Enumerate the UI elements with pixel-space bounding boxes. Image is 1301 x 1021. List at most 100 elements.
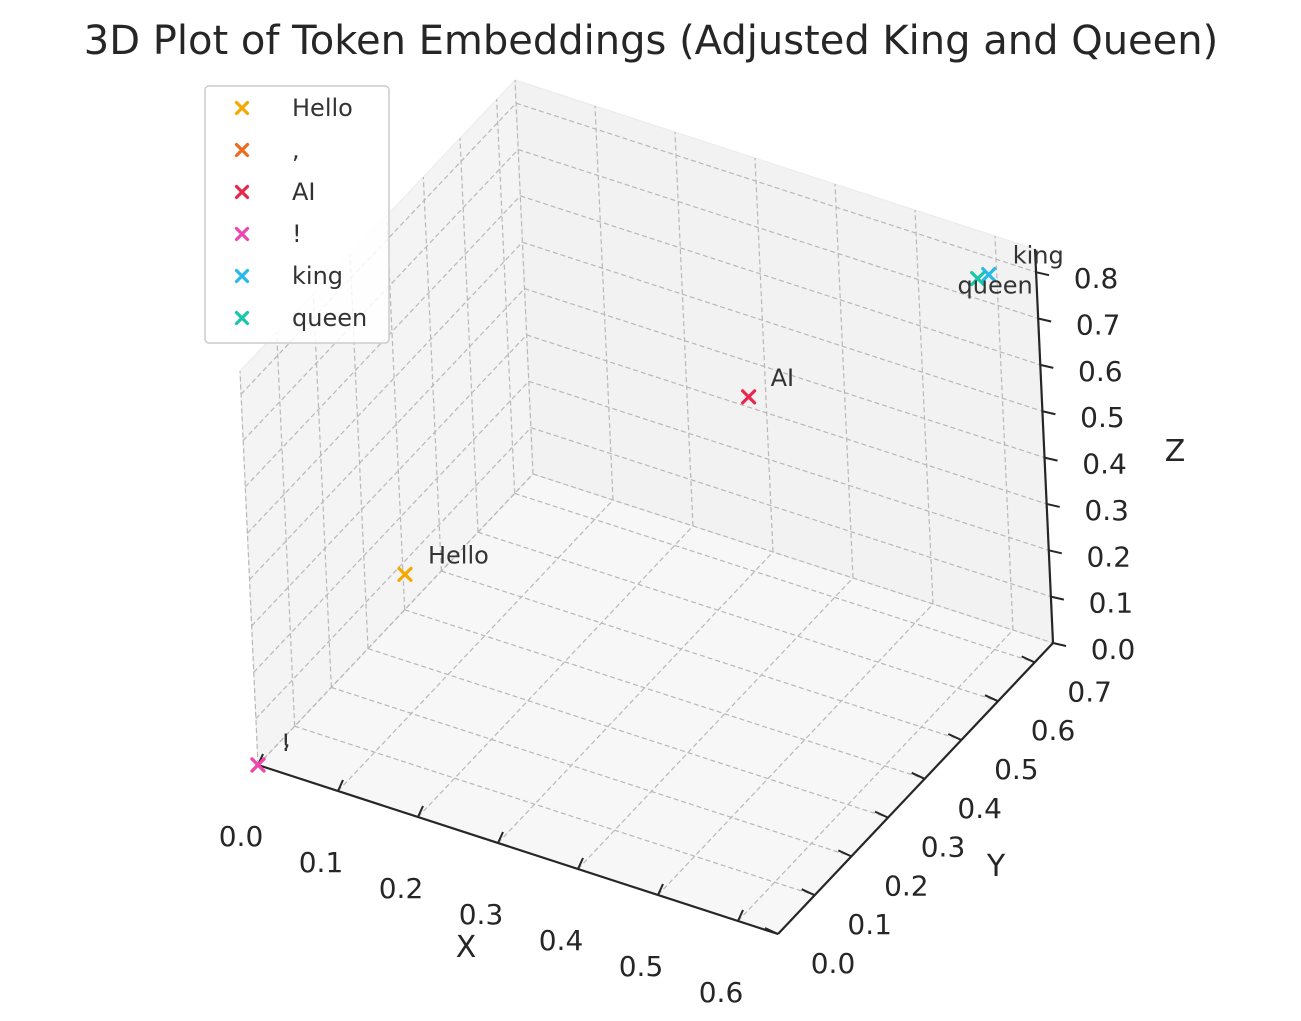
x-tick-mark [737, 909, 744, 922]
point-label-queen: queen [958, 272, 1033, 300]
x-tick-mark [577, 857, 584, 870]
legend-label-Hello: Hello [292, 94, 353, 122]
x-axis-label: X [456, 930, 477, 965]
y-tick-label: 0.7 [1067, 675, 1112, 708]
x-tick-mark [417, 805, 424, 818]
y-tick-label: 0.6 [1031, 714, 1076, 747]
y-tick-label: 0.5 [994, 753, 1039, 786]
y-tick-mark [947, 733, 962, 741]
x-tick-label: 0.3 [459, 898, 504, 931]
gridline-x-back [754, 157, 774, 553]
gridline-y-floor [441, 570, 962, 741]
z-tick-mark [1040, 363, 1054, 369]
gridline-x-back [994, 235, 1014, 631]
gridline-z-side [255, 427, 532, 720]
y-tick-mark [984, 694, 999, 703]
y-tick-mark [911, 771, 926, 780]
data-point-comma [250, 757, 266, 773]
gridline-z-back [522, 241, 1043, 412]
gridline-y-floor [367, 648, 889, 819]
x-tick-mark [657, 883, 664, 896]
legend-marker-comma [234, 142, 250, 158]
x-tick-label: 0.6 [699, 976, 744, 1009]
gridline-z-side [251, 334, 528, 627]
x-axis-line [257, 763, 779, 936]
y-tick-mark [1021, 655, 1036, 664]
data-point-AI [741, 389, 757, 405]
gridline-z-back [528, 380, 1049, 551]
data-point-queen [970, 270, 986, 287]
z-tick-label: 0.5 [1080, 401, 1125, 434]
legend-label-AI: AI [292, 178, 316, 206]
y-tick-label: 0.2 [884, 869, 929, 902]
gridline-z-back [520, 195, 1041, 366]
y-tick-mark [837, 849, 852, 858]
gridline-y-side [312, 293, 332, 688]
y-axis-line [777, 642, 1054, 935]
gridline-y-floor [294, 725, 815, 896]
gridline-y-floor [514, 492, 1035, 663]
tick-labels: 0.0 0.1 0.2 0.3 0.4 0.5 0.6 0.0 0.1 0.2 0.3 0.4 0.5 0… [219, 262, 1136, 1009]
x-tick-label: 0.0 [219, 820, 264, 853]
gridline-y-side [239, 370, 259, 766]
gridline-x-floor [737, 629, 1014, 922]
z-tick-mark [1042, 410, 1056, 416]
gridline-y-side [422, 176, 442, 572]
z-tick-mark [1046, 502, 1060, 508]
y-tick-mark [874, 810, 889, 819]
z-tick-label: 0.4 [1082, 448, 1127, 481]
y-tick-label: 0.1 [847, 908, 892, 941]
gridline-z-back [515, 102, 1037, 273]
gridline-z-back [532, 473, 1054, 644]
gridline-z-back [517, 148, 1039, 320]
axis-lines [257, 248, 1067, 936]
x-tick-label: 0.5 [619, 950, 664, 983]
y-tick-label: 0.0 [811, 947, 856, 980]
legend-label-queen: queen [292, 304, 367, 332]
gridline-x-back [834, 183, 854, 579]
z-tick-label: 0.6 [1078, 355, 1123, 388]
z-tick-mark [1044, 456, 1058, 462]
gridline-x-floor [657, 603, 934, 896]
x-tick-label: 0.4 [539, 924, 584, 957]
x-tick-mark [497, 831, 504, 844]
x-tick-label: 0.1 [299, 846, 344, 879]
chart-title: 3D Plot of Token Embeddings (Adjusted Ki… [84, 18, 1218, 64]
y-tick-label: 0.3 [921, 831, 966, 864]
legend-marker-Hello [234, 100, 250, 116]
gridline-y-side [459, 138, 479, 533]
legend-box [204, 85, 390, 344]
gridline-x-floor [497, 551, 774, 844]
legend-label-king: king [292, 262, 343, 290]
x-tick-mark [337, 779, 344, 792]
x-tick-label: 0.2 [379, 872, 424, 905]
gridline-z-side [257, 473, 534, 766]
z-tick-label: 0.1 [1089, 587, 1134, 620]
z-tick-label: 0.0 [1091, 633, 1136, 666]
legend-marker-comma [234, 226, 250, 242]
z-tick-label: 0.3 [1084, 494, 1129, 527]
gridline-y-side [496, 99, 516, 494]
point-label-king: king [1013, 242, 1064, 270]
point-label-comma: ! [281, 729, 291, 757]
point-label-Hello: Hello [428, 541, 489, 569]
gridline-x-floor [577, 577, 854, 870]
data-point-king [981, 266, 997, 283]
y-tick-mark [764, 927, 779, 935]
gridlines [239, 79, 1054, 935]
y-tick-label: 0.4 [957, 792, 1002, 825]
z-tick-mark [1050, 595, 1065, 601]
z-tick-mark [1037, 317, 1052, 323]
legend-marker-AI [234, 184, 250, 200]
z-tick-mark [1052, 642, 1067, 647]
y-tick-mark [801, 888, 816, 897]
legend: Hello, AI! king queen [204, 85, 390, 344]
gridline-y-floor [404, 609, 925, 780]
data-point-Hello [397, 566, 413, 582]
gridline-z-back [530, 427, 1052, 598]
gridline-x-back [594, 105, 614, 501]
gridline-x-back [674, 131, 694, 527]
gridline-z-back [524, 288, 1045, 459]
gridline-y-floor [331, 686, 852, 857]
